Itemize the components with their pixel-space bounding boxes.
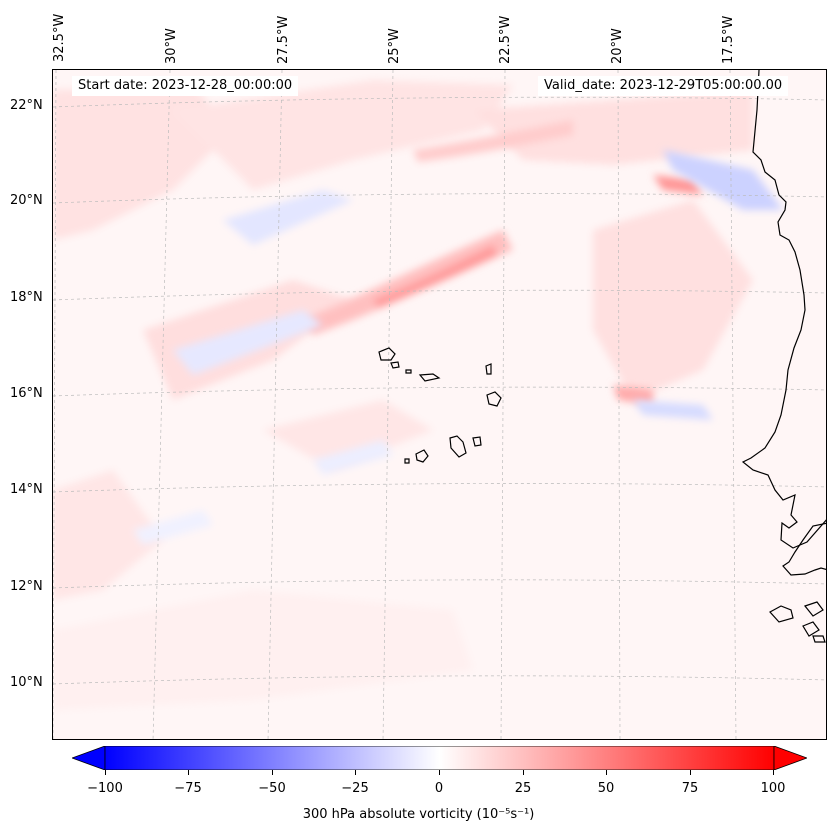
gridlines bbox=[53, 70, 826, 739]
lon-label-27-5w: 27.5°W bbox=[276, 15, 291, 64]
lon-label-32-5w: 32.5°W bbox=[52, 13, 67, 62]
colorbar-tick-mark bbox=[773, 770, 774, 775]
lon-label-20w: 20°W bbox=[610, 28, 625, 64]
lat-label-12n: 12°N bbox=[10, 579, 43, 594]
island-santo-antao bbox=[378, 347, 396, 361]
colorbar-tick-label: −25 bbox=[341, 781, 369, 796]
island-boa-vista bbox=[486, 391, 502, 407]
map-canvas bbox=[53, 70, 826, 739]
lon-label-30w: 30°W bbox=[164, 28, 179, 64]
colorbar-tick-mark bbox=[355, 770, 356, 775]
colorbar-tick-label: 0 bbox=[434, 781, 444, 796]
colorbar-svg bbox=[70, 745, 809, 771]
coastline-guinea-1 bbox=[803, 601, 824, 617]
colorbar-tick-mark bbox=[272, 770, 273, 775]
colorbar-tick-label: 50 bbox=[597, 781, 615, 796]
start-date-label: Start date: 2023-12-28_00:00:00 bbox=[72, 76, 299, 96]
island-fogo bbox=[415, 449, 429, 463]
coastline-guinea-3 bbox=[812, 635, 826, 643]
colorbar-tick-mark bbox=[690, 770, 691, 775]
island-brava bbox=[404, 458, 410, 464]
lon-label-22-5w: 22.5°W bbox=[498, 15, 513, 64]
colorbar-gradient bbox=[104, 745, 775, 771]
colorbar-tick-label: 25 bbox=[514, 781, 532, 796]
lat-label-22n: 22°N bbox=[10, 98, 43, 113]
colorbar-tick-label: −100 bbox=[87, 781, 123, 796]
colorbar-tick-label: 100 bbox=[760, 781, 786, 796]
lon-label-25w: 25°W bbox=[387, 28, 402, 64]
colorbar-tick-mark bbox=[439, 770, 440, 775]
island-santiago bbox=[449, 435, 467, 458]
lat-label-20n: 20°N bbox=[10, 193, 43, 208]
colorbar-extend-min bbox=[70, 745, 106, 771]
island-sao-vicente bbox=[390, 361, 400, 369]
colorbar-tick-label: −50 bbox=[258, 781, 286, 796]
colorbar-tick-label: −75 bbox=[174, 781, 202, 796]
colorbar-extend-max bbox=[773, 745, 809, 771]
coastline-main bbox=[741, 70, 826, 549]
coastline-senegal bbox=[782, 522, 826, 576]
island-maio bbox=[472, 436, 482, 447]
lat-label-16n: 16°N bbox=[10, 386, 43, 401]
africa-coastline bbox=[741, 70, 826, 643]
cape-verde-islands bbox=[378, 347, 502, 464]
lat-label-10n: 10°N bbox=[10, 675, 43, 690]
coastline-bissagos bbox=[769, 605, 794, 623]
colorbar-tick-mark bbox=[188, 770, 189, 775]
vorticity-map bbox=[52, 69, 827, 740]
lat-label-14n: 14°N bbox=[10, 482, 43, 497]
island-santa-luzia bbox=[405, 369, 412, 374]
colorbar bbox=[70, 745, 809, 771]
red-vorticity-streak bbox=[303, 120, 703, 405]
island-sao-nicolau bbox=[418, 373, 441, 382]
colorbar-tick-label: 75 bbox=[681, 781, 699, 796]
colorbar-tick-mark bbox=[523, 770, 524, 775]
lon-label-17-5w: 17.5°W bbox=[721, 15, 736, 64]
valid-date-label: Valid_date: 2023-12-29T05:00:00.00 bbox=[538, 76, 789, 96]
island-sal bbox=[485, 363, 492, 375]
coastline-guinea-2 bbox=[802, 621, 820, 637]
colorbar-tick-mark bbox=[606, 770, 607, 775]
colorbar-label: 300 hPa absolute vorticity (10⁻⁵s⁻¹) bbox=[302, 807, 535, 822]
lat-label-18n: 18°N bbox=[10, 290, 43, 305]
colorbar-tick-mark bbox=[105, 770, 106, 775]
negative-vorticity-region bbox=[133, 150, 783, 545]
